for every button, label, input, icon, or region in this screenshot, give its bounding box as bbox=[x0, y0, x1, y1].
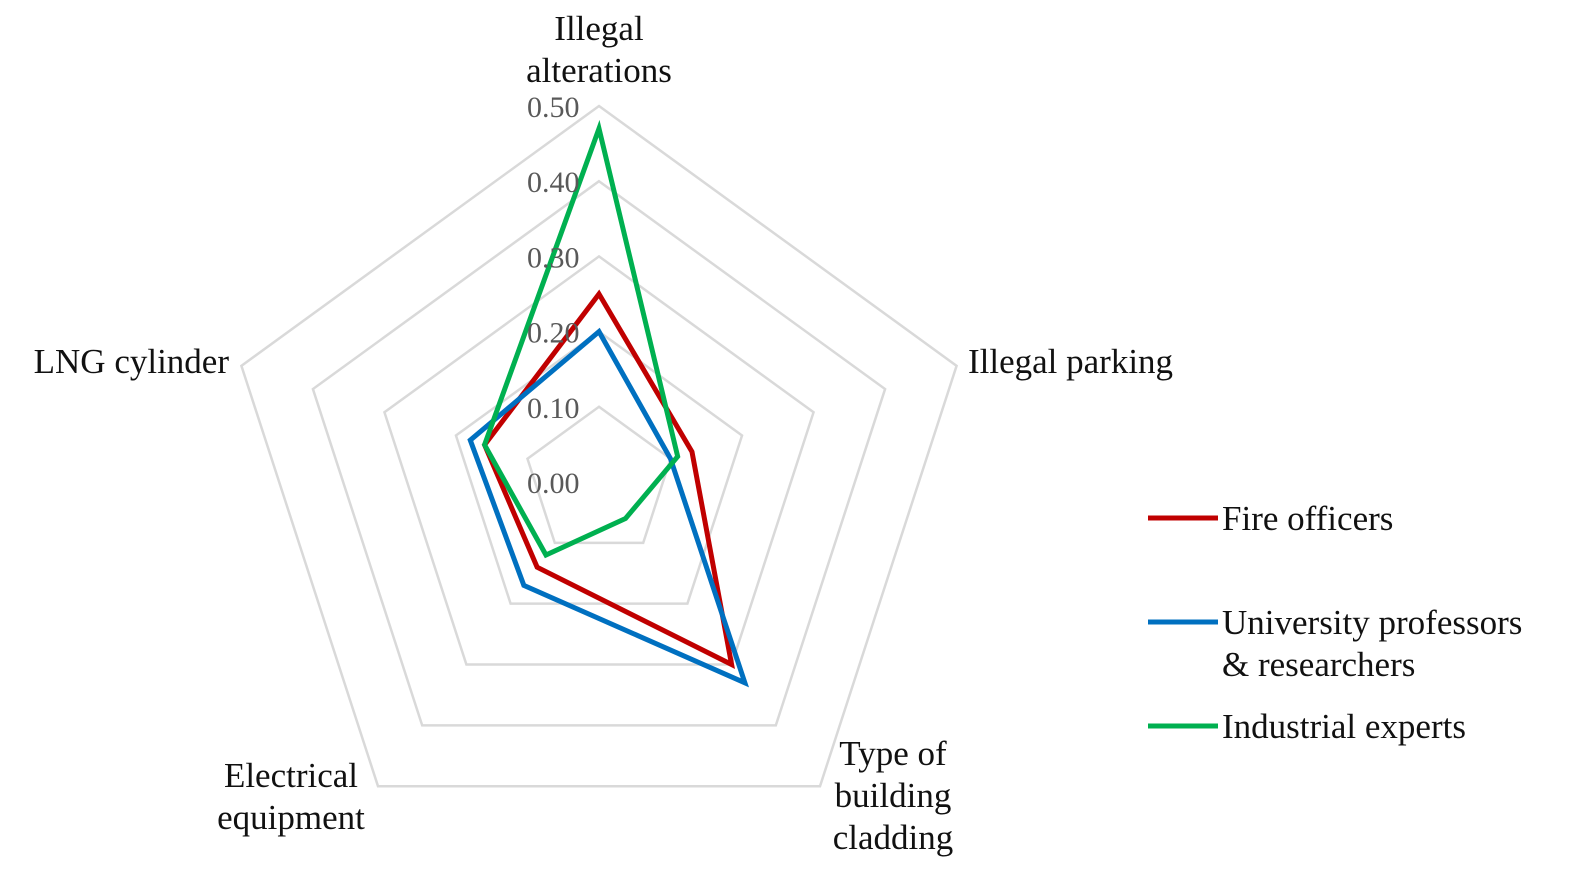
axis-label-type-of-building-cladding: Type of building cladding bbox=[833, 734, 954, 857]
legend-label-industrial-experts: Industrial experts bbox=[1222, 707, 1466, 746]
grid-ring-1 bbox=[526, 405, 672, 545]
series-layer bbox=[467, 119, 750, 688]
tick-label: 0.00 bbox=[527, 467, 580, 500]
grid-ring-3 bbox=[382, 254, 816, 666]
legend: Fire officers University professors & rese… bbox=[1148, 499, 1522, 746]
legend-label-fire-officers: Fire officers bbox=[1222, 499, 1393, 538]
tick-labels: 0.00 0.10 0.20 0.30 0.40 0.50 bbox=[527, 91, 580, 500]
tick-label: 0.40 bbox=[527, 166, 580, 199]
tick-label: 0.10 bbox=[527, 392, 580, 425]
tick-label: 0.30 bbox=[527, 241, 580, 274]
axis-label-illegal-alterations: Illegal alterations bbox=[526, 9, 672, 90]
grid-ring-2 bbox=[454, 330, 744, 605]
axis-label-lng-cylinder: LNG cylinder bbox=[34, 342, 230, 381]
axis-label-illegal-parking: Illegal parking bbox=[968, 342, 1173, 381]
legend-label-university-professors-and-researchers: University professors & researchers bbox=[1222, 603, 1522, 684]
series-line-fire-officers bbox=[481, 289, 735, 670]
axis-label-electrical-equipment: Electrical equipment bbox=[217, 756, 365, 837]
tick-label: 0.50 bbox=[527, 91, 580, 124]
axis-labels: Illegal alterations Illegal parking Type of… bbox=[34, 9, 1173, 857]
tick-label: 0.20 bbox=[527, 317, 580, 350]
grid-ring-4 bbox=[311, 179, 887, 727]
series-line-industrial-experts bbox=[481, 119, 681, 559]
grid-ring-5 bbox=[239, 104, 959, 788]
grid-layer bbox=[239, 104, 959, 788]
